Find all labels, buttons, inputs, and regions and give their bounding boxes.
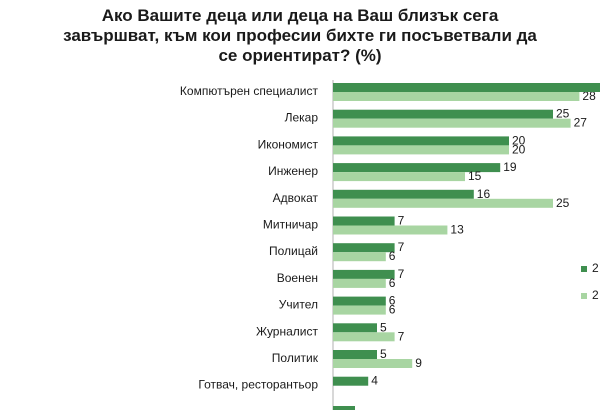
category-label: Инженер	[268, 164, 318, 178]
value-label-series-2: 6	[389, 276, 396, 290]
legend-label: 2	[592, 288, 599, 302]
bar-series-2	[333, 172, 465, 182]
bar-series-2	[333, 359, 413, 368]
category-label: Полицай	[269, 244, 318, 258]
category-label: Икономист	[258, 137, 319, 151]
chart-title: Ако Вашите деца или деца на Ваш близък с…	[0, 6, 600, 66]
value-label-series-2: 27	[574, 116, 588, 130]
bar-series-1	[333, 83, 600, 92]
value-label-series-2: 9	[415, 356, 422, 370]
bar-series-2	[333, 252, 386, 262]
category-label: Адвокат	[273, 191, 319, 205]
value-label-series-1: 19	[503, 160, 517, 174]
value-label-series-1: 7	[398, 214, 405, 228]
bar-series-1	[333, 376, 369, 386]
bar-series-1	[333, 296, 386, 306]
value-label-series-1: 6	[389, 294, 396, 308]
value-label-series-2: 13	[450, 223, 464, 237]
category-label: Готвач, ресторантьор	[198, 378, 318, 392]
bar-series-1	[333, 189, 474, 199]
bar-series-1	[333, 243, 395, 253]
value-label-series-1: 5	[380, 320, 387, 334]
value-label-series-2: 25	[556, 196, 570, 210]
bar-series-1	[333, 163, 501, 173]
category-label: Учител	[279, 298, 318, 312]
category-label: Журналист	[256, 324, 318, 338]
bar-series-2	[333, 225, 448, 235]
value-label-series-1: 7	[398, 267, 405, 281]
bar-series-1	[333, 269, 395, 279]
value-label-series-2: 7	[398, 329, 405, 343]
value-label-series-1: 4	[371, 374, 378, 388]
legend-label: 2	[592, 261, 599, 275]
bar-series-1	[333, 109, 553, 119]
chart-title-line-2: завършват, към кои професии бихте ги пос…	[63, 26, 537, 45]
value-label-series-1: 20	[512, 133, 526, 147]
value-label-series-1: 7	[398, 240, 405, 254]
legend-swatch	[581, 266, 587, 272]
category-label: Компютърен специалист	[180, 84, 319, 98]
category-label: Военен	[277, 271, 318, 285]
value-label-series-2: 15	[468, 169, 482, 183]
category-label: Митничар	[263, 218, 318, 232]
value-label-series-1: 16	[477, 187, 491, 201]
bar-series-2	[333, 332, 395, 342]
chart-title-line-1: Ако Вашите деца или деца на Ваш близък с…	[101, 6, 499, 25]
value-label-series-1: 5	[380, 347, 387, 361]
value-label-series-2: 28	[582, 89, 596, 103]
bar-series-1	[333, 350, 377, 359]
bar-series-1	[333, 406, 355, 410]
legend-swatch	[581, 293, 587, 299]
bar-series-2	[333, 305, 386, 315]
value-label-series-2: 6	[389, 249, 396, 263]
bar-series-1	[333, 216, 395, 226]
bar-series-1	[333, 323, 377, 333]
bar-series-2	[333, 278, 386, 288]
category-label: Политик	[272, 351, 319, 365]
category-label: Лекар	[285, 111, 319, 125]
value-label-series-2: 6	[389, 303, 396, 317]
value-label-series-2: 20	[512, 142, 526, 156]
bar-series-2	[333, 145, 509, 155]
value-label-series-1: 25	[556, 107, 570, 121]
bar-series-1	[333, 136, 509, 146]
bar-series-2	[333, 198, 553, 208]
bar-series-2	[333, 92, 580, 101]
bar-series-2	[333, 118, 571, 128]
chart-title-line-3: се ориентират? (%)	[218, 46, 382, 65]
